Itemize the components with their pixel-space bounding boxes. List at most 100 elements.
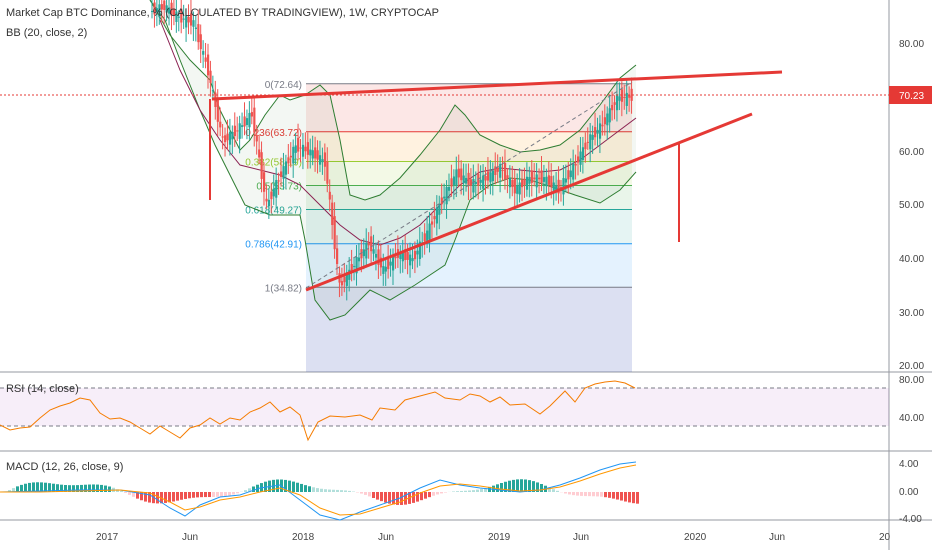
candle-body bbox=[280, 171, 283, 177]
candle-body bbox=[226, 133, 229, 141]
fib-zone bbox=[306, 185, 632, 210]
candle-body bbox=[374, 254, 378, 258]
macd-bar bbox=[588, 492, 591, 497]
candle-body bbox=[275, 179, 278, 198]
macd-bar bbox=[304, 485, 307, 492]
candle-body bbox=[228, 132, 232, 145]
candle-body bbox=[615, 94, 619, 111]
candle-body bbox=[467, 172, 470, 187]
macd-bar bbox=[536, 482, 539, 492]
macd-bar bbox=[48, 483, 51, 492]
macd-bar bbox=[584, 492, 587, 497]
macd-bar bbox=[292, 481, 295, 492]
macd-bar bbox=[204, 492, 207, 498]
candle-body bbox=[301, 144, 305, 157]
candle-body bbox=[155, 8, 159, 13]
trend-lines[interactable] bbox=[209, 70, 783, 292]
candle-body bbox=[267, 199, 271, 207]
candle-body bbox=[416, 250, 419, 255]
candle-body bbox=[620, 89, 624, 102]
macd-bar bbox=[212, 492, 215, 497]
macd-bar bbox=[172, 492, 175, 502]
macd-bar bbox=[440, 492, 443, 494]
price-tick: 20.00 bbox=[899, 361, 924, 372]
candle-body bbox=[343, 276, 346, 283]
candle-body bbox=[603, 117, 606, 125]
rsi-tick: 40.00 bbox=[899, 413, 924, 424]
candle-body bbox=[379, 257, 383, 268]
candle-body bbox=[625, 92, 628, 106]
price-tick: 30.00 bbox=[899, 308, 924, 319]
candle-body bbox=[367, 242, 370, 246]
macd-title: MACD (12, 26, close, 9) bbox=[6, 461, 123, 473]
macd-bar bbox=[248, 488, 251, 492]
macd-bar bbox=[532, 481, 535, 492]
rsi-panel[interactable]: RSI (14, close) 80.00 40.00 bbox=[0, 375, 924, 442]
candle-body bbox=[606, 113, 609, 126]
candle-body bbox=[503, 162, 507, 180]
candle-body bbox=[306, 142, 309, 155]
candle-body bbox=[521, 179, 524, 188]
macd-bar bbox=[216, 492, 219, 497]
macd-bar bbox=[340, 490, 343, 492]
macd-bar bbox=[252, 486, 255, 492]
candle-body bbox=[265, 198, 268, 202]
macd-bar bbox=[540, 483, 543, 492]
bb-indicator-label: BB (20, close, 2) bbox=[6, 27, 87, 39]
candle-body bbox=[496, 167, 499, 172]
candle-body bbox=[262, 172, 266, 192]
macd-bar bbox=[200, 492, 203, 498]
candle-body bbox=[321, 159, 324, 163]
candle-body bbox=[377, 249, 380, 265]
macd-bar bbox=[124, 492, 127, 493]
candle-body bbox=[389, 261, 392, 266]
candle-body bbox=[584, 142, 587, 150]
macd-histogram bbox=[8, 479, 639, 505]
price-axis[interactable]: 80.00 60.00 50.00 40.00 30.00 20.00 70.2… bbox=[889, 39, 932, 372]
candle-body bbox=[469, 179, 473, 186]
candle-body bbox=[406, 252, 409, 260]
candle-body bbox=[360, 249, 363, 259]
candle-body bbox=[231, 131, 234, 140]
candle-body bbox=[411, 258, 414, 262]
candle-body bbox=[297, 137, 300, 152]
macd-bar bbox=[220, 492, 223, 497]
candle-body bbox=[586, 141, 589, 143]
macd-bar bbox=[68, 485, 71, 492]
candle-body bbox=[316, 150, 319, 160]
bb-lower bbox=[149, 0, 637, 321]
candle-body bbox=[426, 230, 429, 241]
candle-body bbox=[618, 96, 621, 101]
macd-bar bbox=[128, 492, 131, 495]
macd-bar bbox=[608, 492, 611, 498]
lower-trendline bbox=[305, 112, 753, 292]
candle-body bbox=[591, 134, 594, 140]
candle-body bbox=[447, 187, 451, 191]
macd-panel[interactable]: MACD (12, 26, close, 9) 4.00 0.00 -4.00 bbox=[0, 459, 922, 525]
candle-body bbox=[248, 112, 251, 128]
macd-bar bbox=[92, 484, 95, 492]
macd-tick: 4.00 bbox=[899, 459, 919, 470]
macd-bar bbox=[36, 482, 39, 492]
macd-bar bbox=[444, 492, 447, 493]
candle-body bbox=[525, 176, 529, 190]
macd-bar bbox=[612, 492, 615, 499]
macd-bar bbox=[628, 492, 631, 503]
candle-body bbox=[435, 207, 439, 224]
candle-body bbox=[550, 176, 553, 188]
macd-signal-line bbox=[0, 464, 637, 516]
candle-body bbox=[277, 180, 280, 182]
candle-body bbox=[445, 186, 448, 205]
macd-bar bbox=[308, 486, 311, 492]
candle-body bbox=[413, 250, 417, 260]
time-tick: 2020 bbox=[684, 532, 707, 543]
fib-level-label: 1(34.82) bbox=[265, 283, 302, 294]
macd-bar bbox=[24, 483, 27, 492]
macd-bar bbox=[476, 489, 479, 492]
candle-body bbox=[460, 168, 463, 181]
time-axis[interactable]: 2017 Jun 2018 Jun 2019 Jun 2020 Jun 20 bbox=[96, 532, 891, 543]
candle-body bbox=[177, 16, 180, 18]
candle-body bbox=[455, 169, 458, 186]
macd-bar bbox=[524, 479, 527, 492]
